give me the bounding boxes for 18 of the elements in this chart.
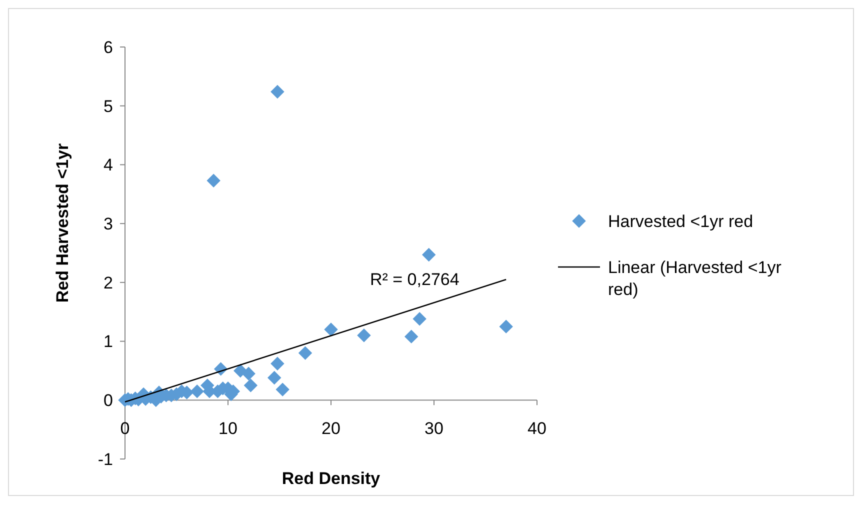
y-axis-title: Red Harvested <1yr bbox=[53, 143, 72, 303]
x-tick-label: 20 bbox=[322, 419, 340, 438]
y-tick-label: 2 bbox=[104, 273, 113, 292]
y-tick-label: 6 bbox=[104, 38, 113, 57]
y-tick-label: 3 bbox=[104, 214, 113, 234]
x-tick-label: 0 bbox=[120, 419, 130, 438]
y-tick-label: -1 bbox=[98, 450, 113, 469]
annotation: R² = 0,2764 bbox=[370, 270, 460, 289]
x-axis-title: Red Density bbox=[282, 469, 381, 488]
legend-label: Harvested <1yr red bbox=[608, 212, 754, 231]
y-tick-label: 5 bbox=[104, 96, 113, 116]
y-tick-label: 0 bbox=[104, 391, 113, 410]
y-tick-label: 1 bbox=[104, 332, 113, 352]
y-tick-label: 4 bbox=[104, 156, 113, 175]
x-tick-label: 40 bbox=[528, 419, 546, 438]
x-tick-label: 10 bbox=[218, 419, 238, 438]
legend-label: Linear (Harvested <1yr red) bbox=[608, 258, 782, 299]
x-tick-label: 30 bbox=[424, 419, 444, 438]
